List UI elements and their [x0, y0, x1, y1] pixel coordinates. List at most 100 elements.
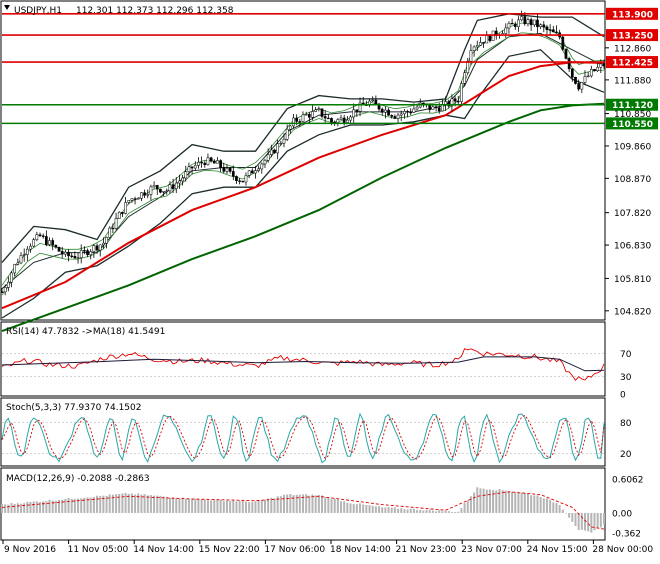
- candle-body: [469, 50, 473, 62]
- candle-body: [165, 190, 169, 192]
- candle-body: [380, 108, 384, 113]
- candle-body: [586, 75, 590, 77]
- candle-body: [102, 242, 105, 246]
- candle-body: [105, 237, 108, 244]
- candle-body: [390, 115, 394, 117]
- rsi-header: RSI(14) 47.7832 ->MA(18) 41.5491: [6, 327, 165, 337]
- candle-body: [260, 163, 264, 170]
- candle-body: [311, 111, 314, 118]
- candle-body: [228, 168, 232, 172]
- candle-body: [241, 180, 245, 183]
- candle-body: [574, 77, 577, 84]
- candle-body: [482, 42, 485, 44]
- candle-body: [517, 19, 520, 27]
- candle-body: [577, 83, 581, 90]
- candle-body: [57, 246, 61, 252]
- x-tick-label: 24 Nov 15:00: [527, 545, 588, 555]
- candle-body: [70, 255, 74, 257]
- candle-body: [159, 188, 162, 193]
- candle-body: [428, 104, 432, 110]
- header-arrow-icon: [4, 5, 10, 10]
- candle-body: [507, 22, 511, 29]
- candle-body: [209, 157, 213, 162]
- candle-body: [567, 58, 571, 70]
- y-tick-label: 105.810: [614, 275, 651, 285]
- y-tick-label: 111.880: [614, 76, 651, 86]
- candle-body: [231, 171, 235, 177]
- candle-body: [510, 22, 514, 25]
- candle-body: [114, 218, 118, 229]
- candle-body: [320, 108, 324, 117]
- candle-body: [117, 212, 121, 219]
- stoch-panel-frame: [0, 397, 606, 467]
- candle-body: [238, 180, 241, 182]
- candle-body: [396, 114, 400, 119]
- stoch-header: Stoch(5,3,3) 77.9370 74.1502: [6, 403, 141, 413]
- candle-body: [171, 184, 175, 189]
- y-tick-label: 112.860: [614, 44, 651, 54]
- candle-body: [564, 49, 568, 59]
- candle-body: [98, 244, 102, 251]
- candle-body: [355, 109, 359, 112]
- candle-body: [244, 175, 248, 183]
- candle-body: [111, 227, 115, 230]
- candle-body: [488, 35, 492, 41]
- candle-body: [456, 100, 460, 103]
- candle-body: [219, 160, 222, 168]
- y-tick-label: 106.830: [614, 242, 651, 252]
- macd-header: MACD(12,26,9) -0.2088 -0.2863: [6, 474, 150, 484]
- candle-body: [73, 256, 77, 259]
- candle-body: [409, 111, 413, 114]
- candle-body: [203, 162, 207, 165]
- candle-body: [10, 272, 13, 283]
- candle-body: [206, 157, 210, 165]
- bollinger-upper-band: [1, 13, 605, 263]
- x-tick-label: 11 Nov 05:00: [68, 545, 129, 555]
- candle-body: [450, 98, 454, 107]
- stoch-y-tick-label: 80: [620, 419, 632, 429]
- candle-body: [29, 245, 32, 250]
- y-tick-label: 107.820: [614, 209, 651, 219]
- candle-body: [542, 24, 546, 28]
- rsi-line: [1, 348, 605, 382]
- candle-body: [67, 251, 70, 257]
- candle-body: [79, 250, 83, 258]
- candle-body: [285, 128, 289, 140]
- candle-body: [323, 116, 327, 119]
- candle-body: [399, 113, 403, 116]
- candle-body: [387, 109, 390, 116]
- candle-body: [174, 182, 178, 189]
- candle-body: [19, 255, 23, 264]
- candle-body: [269, 149, 273, 155]
- candle-body: [222, 167, 226, 172]
- candle-body: [326, 117, 330, 120]
- rsi-y-tick-label: 30: [620, 373, 632, 383]
- candle-body: [412, 108, 416, 113]
- level-price-label: 113.900: [612, 10, 653, 20]
- candle-body: [453, 98, 457, 102]
- candle-body: [41, 235, 45, 237]
- macd-signal-line: [1, 491, 605, 530]
- candle-body: [254, 170, 257, 174]
- candle-body: [13, 264, 17, 274]
- candle-body: [393, 116, 397, 119]
- macd-y-tick-label: 0.00: [612, 509, 632, 519]
- candle-body: [162, 190, 165, 193]
- macd-y-tick-label: 0.6062: [612, 476, 644, 486]
- candle-body: [89, 251, 93, 256]
- candle-body: [304, 114, 308, 116]
- candle-body: [561, 36, 565, 50]
- candle-body: [181, 177, 184, 182]
- candle-body: [346, 119, 349, 123]
- candle-body: [596, 67, 600, 71]
- candle-body: [225, 168, 229, 172]
- level-price-box: [606, 117, 658, 130]
- candle-body: [526, 19, 530, 25]
- candle-body: [555, 31, 558, 33]
- main-header-ohlc: 112.301 112.373 112.296 112.358: [76, 6, 234, 16]
- candle-body: [532, 19, 536, 26]
- candle-body: [570, 68, 574, 78]
- candle-body: [257, 168, 260, 171]
- candle-body: [212, 160, 216, 164]
